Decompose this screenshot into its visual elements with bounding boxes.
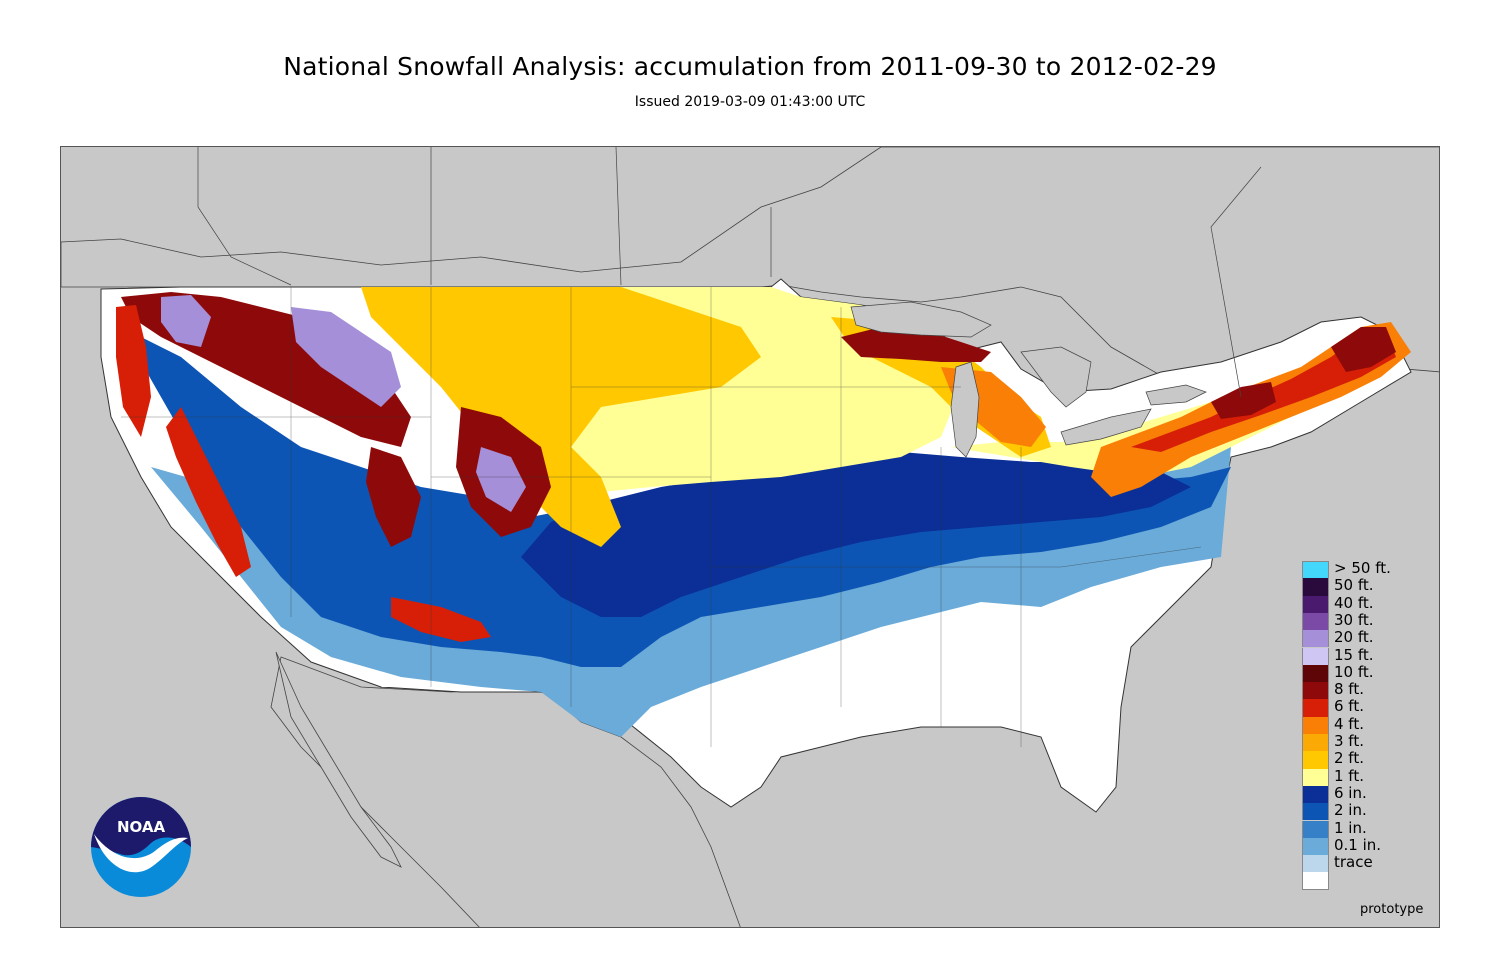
legend-label: 1 ft. xyxy=(1334,766,1364,785)
legend-label: 2 ft. xyxy=(1334,749,1364,768)
snow-zone-red-up xyxy=(841,327,991,362)
snowfall-map[interactable] xyxy=(60,146,1440,928)
legend-label: trace xyxy=(1334,853,1373,872)
snow-zone-sierra-red xyxy=(166,407,251,577)
map-canvas xyxy=(61,147,1439,927)
legend-label: 1 in. xyxy=(1334,818,1367,837)
legend-item: 40 ft. xyxy=(1302,593,1422,613)
legend-label: 2 in. xyxy=(1334,801,1367,820)
lake-ontario xyxy=(1145,384,1207,406)
legend-swatch xyxy=(1302,716,1329,734)
province-boundaries xyxy=(197,147,1262,398)
legend-swatch xyxy=(1302,682,1329,700)
legend-item: trace xyxy=(1302,853,1422,873)
legend-label: 8 ft. xyxy=(1334,680,1364,699)
snow-zone-adirondack-darkred xyxy=(1211,382,1276,419)
legend-swatch xyxy=(1302,561,1329,579)
legend-swatch xyxy=(1302,820,1329,838)
legend-item: 4 ft. xyxy=(1302,714,1422,734)
legend-swatch xyxy=(1302,837,1329,856)
snow-zone-colorado-purple xyxy=(476,447,526,512)
legend-item: 15 ft. xyxy=(1302,645,1422,665)
lake-erie xyxy=(1060,408,1152,446)
legend-item: 0.1 in. xyxy=(1302,835,1422,856)
snow-zone-gold xyxy=(361,287,761,547)
snow-zone-northeast-darkred xyxy=(1331,327,1396,372)
legend-swatch xyxy=(1302,664,1329,683)
issued-timestamp: Issued 2019-03-09 01:43:00 UTC xyxy=(634,94,866,110)
legend-label: 20 ft. xyxy=(1334,628,1374,647)
noaa-logo: NOAA xyxy=(91,797,191,897)
legend-swatch xyxy=(1302,751,1329,769)
legend-item: 8 ft. xyxy=(1302,680,1422,700)
legend-item: 2 in. xyxy=(1302,801,1422,821)
legend-item: 3 ft. xyxy=(1302,732,1422,752)
snow-zone-wasatch-red xyxy=(366,447,421,547)
lake-huron xyxy=(1020,346,1092,408)
legend-swatch xyxy=(1302,855,1329,873)
state-boundaries xyxy=(121,287,1202,747)
legend-swatch xyxy=(1302,595,1329,613)
legend-item: 10 ft. xyxy=(1302,662,1422,683)
prototype-label: prototype xyxy=(1360,902,1424,917)
legend-swatch xyxy=(1302,872,1329,890)
legend-label: 10 ft. xyxy=(1334,662,1374,681)
legend-label: 50 ft. xyxy=(1334,576,1374,595)
lake-superior xyxy=(850,301,992,338)
legend-swatch xyxy=(1302,785,1329,804)
snow-zone-rockies-purple xyxy=(291,307,401,407)
legend-swatch xyxy=(1302,647,1329,665)
legend-item: 1 in. xyxy=(1302,818,1422,838)
legend-swatch xyxy=(1302,734,1329,752)
legend-item: 50 ft. xyxy=(1302,576,1422,596)
legend-item: > 50 ft. xyxy=(1302,559,1422,579)
legend-label: 30 ft. xyxy=(1334,610,1374,629)
legend-item xyxy=(1302,872,1422,890)
legend-item: 30 ft. xyxy=(1302,610,1422,631)
legend-label: 15 ft. xyxy=(1334,645,1374,664)
legend-label: 0.1 in. xyxy=(1334,835,1382,854)
baja-peninsula xyxy=(275,651,402,868)
legend-label: 6 in. xyxy=(1334,783,1367,802)
legend-swatch xyxy=(1302,803,1329,821)
legend-label: 6 ft. xyxy=(1334,697,1364,716)
snow-zone-arizona-red xyxy=(391,597,491,642)
lake-michigan xyxy=(950,361,980,458)
snow-zone-one-foot xyxy=(521,452,1191,617)
legend-item: 2 ft. xyxy=(1302,749,1422,769)
noaa-logo-text: NOAA xyxy=(117,818,166,836)
legend-item: 6 ft. xyxy=(1302,697,1422,717)
map-title: National Snowfall Analysis: accumulation… xyxy=(283,52,1217,81)
legend-label: 3 ft. xyxy=(1334,732,1364,750)
legend-swatch xyxy=(1302,612,1329,631)
legend-label: > 50 ft. xyxy=(1334,559,1391,577)
legend-item: 1 ft. xyxy=(1302,766,1422,786)
legend-label: 40 ft. xyxy=(1334,593,1374,612)
legend-swatch xyxy=(1302,630,1329,648)
legend-swatch xyxy=(1302,768,1329,786)
legend-item: 6 in. xyxy=(1302,783,1422,804)
snow-zone-cascades xyxy=(116,305,151,437)
legend-label: 4 ft. xyxy=(1334,714,1364,733)
legend-swatch xyxy=(1302,578,1329,596)
legend-swatch xyxy=(1302,699,1329,717)
snow-zone-west-purple xyxy=(161,295,211,347)
legend-item: 20 ft. xyxy=(1302,628,1422,648)
